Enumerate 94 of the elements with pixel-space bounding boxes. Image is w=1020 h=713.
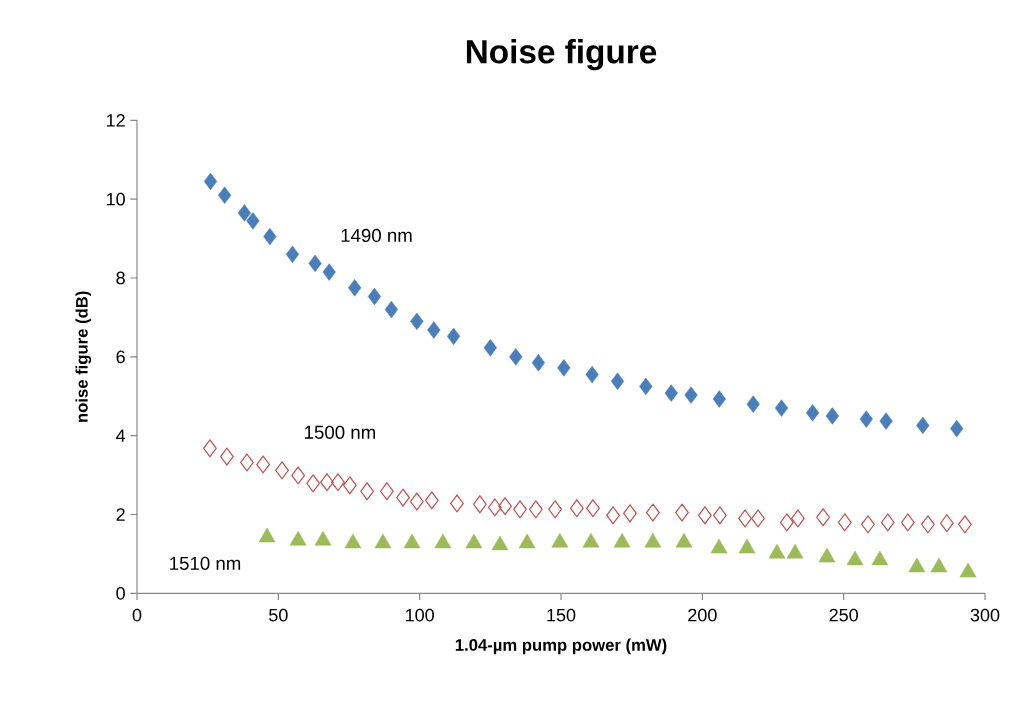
series-label: 1510 nm [170, 556, 241, 570]
y-tick-label: 12 [106, 113, 125, 127]
point [219, 447, 234, 466]
point [675, 503, 689, 522]
point [348, 279, 362, 297]
y-tick-label: 6 [116, 350, 125, 364]
point [424, 491, 439, 510]
y-axis-title: noise figure (dB) [75, 291, 92, 422]
point [263, 227, 277, 246]
point [950, 419, 964, 438]
point [610, 372, 625, 390]
point [472, 495, 487, 514]
point [639, 377, 653, 395]
point [939, 514, 954, 533]
x-axis-title: 1.04-µm pump power (mW) [455, 638, 667, 654]
point [509, 348, 523, 366]
point [237, 204, 251, 222]
point [569, 499, 584, 518]
point [306, 474, 321, 493]
x-tick-label: 0 [132, 608, 142, 622]
point [379, 482, 394, 501]
chart-title: Noise figure [466, 38, 657, 71]
point [367, 287, 382, 306]
point [684, 386, 698, 404]
point [645, 503, 660, 522]
point [409, 492, 424, 511]
point [900, 513, 915, 532]
y-tick-label: 4 [116, 429, 126, 442]
y-tick-label: 10 [106, 192, 125, 206]
point [958, 515, 972, 534]
point [825, 407, 839, 425]
point [712, 390, 726, 408]
point [664, 384, 678, 402]
point [623, 504, 637, 523]
point [291, 466, 306, 485]
point [447, 327, 461, 345]
point [528, 500, 543, 519]
point [360, 482, 374, 501]
point [246, 212, 260, 230]
point [396, 488, 410, 507]
point [531, 353, 545, 372]
point [586, 499, 600, 518]
point [790, 509, 805, 528]
y-tick-label: 0 [116, 586, 125, 600]
point [487, 498, 502, 517]
point [285, 245, 300, 263]
point [322, 263, 336, 281]
point [548, 500, 562, 519]
point [880, 513, 895, 532]
point [861, 515, 875, 534]
point [921, 515, 935, 534]
point [203, 172, 218, 190]
point [806, 403, 820, 422]
point [816, 508, 830, 527]
point [779, 513, 794, 532]
x-tick-label: 50 [269, 608, 288, 622]
point [450, 494, 464, 513]
point [203, 439, 217, 458]
point [738, 509, 752, 528]
point [275, 461, 289, 480]
point [498, 497, 512, 516]
point [256, 455, 270, 474]
point [606, 506, 620, 525]
x-tick-label: 300 [970, 608, 1000, 622]
series-label: 1490 nm [341, 228, 412, 242]
point [859, 410, 873, 428]
x-tick-label: 100 [406, 608, 434, 622]
point [483, 338, 497, 357]
point [342, 476, 357, 495]
point [751, 509, 765, 528]
point [427, 321, 441, 339]
point [837, 513, 852, 532]
x-tick-label: 250 [829, 608, 858, 622]
point [331, 473, 345, 492]
series-label: 1500 nm [305, 425, 375, 439]
point [308, 254, 322, 272]
x-tick-label: 150 [547, 608, 576, 622]
point [410, 312, 424, 330]
point [774, 399, 789, 417]
point [218, 186, 232, 204]
point [320, 473, 334, 492]
x-tick-label: 200 [688, 608, 717, 622]
point [746, 395, 760, 413]
point [513, 500, 527, 519]
point [879, 412, 893, 430]
point [384, 300, 398, 319]
point [697, 506, 712, 525]
point [916, 416, 930, 434]
point [585, 365, 599, 384]
y-tick-label: 2 [116, 508, 125, 521]
point [557, 359, 571, 377]
y-tick-label: 8 [116, 271, 125, 285]
point [240, 453, 254, 472]
point [712, 506, 727, 525]
